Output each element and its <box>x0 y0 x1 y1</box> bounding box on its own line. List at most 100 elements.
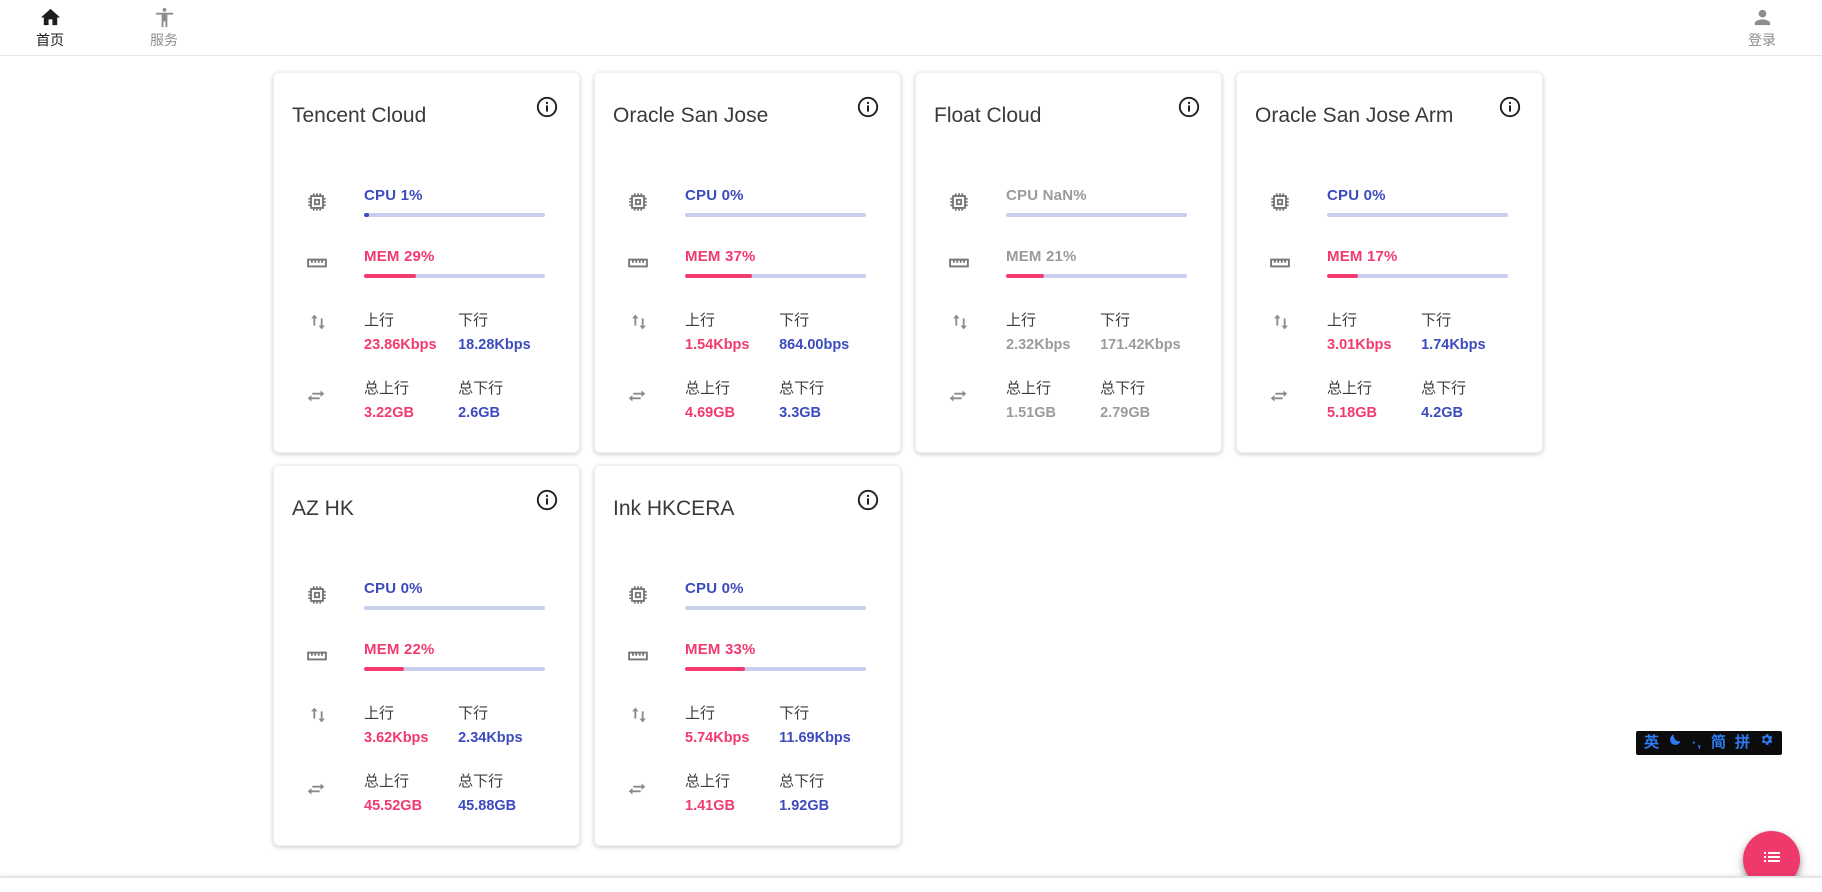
ime-simplified-indicator[interactable]: 简 <box>1710 734 1726 751</box>
gear-icon[interactable] <box>1759 731 1774 755</box>
mem-label: MEM 22% <box>364 641 435 658</box>
speed-row: 上行 5.74Kbps 下行 11.69Kbps <box>595 702 900 746</box>
info-icon[interactable] <box>1177 95 1201 119</box>
swap-arrows-icon <box>916 377 1006 421</box>
ruler-icon <box>274 248 364 281</box>
swap-arrows-icon <box>274 770 364 814</box>
nav-item-home[interactable]: 首页 <box>36 6 64 50</box>
speed-row: 上行 1.54Kbps 下行 864.00bps <box>595 309 900 353</box>
upload-value: 1.54Kbps <box>685 337 750 353</box>
info-icon[interactable] <box>1498 95 1522 119</box>
total-download-label: 总下行 <box>1100 380 1146 397</box>
cpu-label: CPU 0% <box>1327 187 1386 204</box>
info-icon[interactable] <box>856 95 880 119</box>
info-icon[interactable] <box>535 95 559 119</box>
total-download-value: 2.79GB <box>1100 405 1151 421</box>
server-name: Oracle San Jose <box>613 104 769 127</box>
cpu-label: CPU NaN% <box>1006 187 1087 204</box>
mem-progressbar <box>1327 274 1508 278</box>
mem-row: MEM 21% <box>916 248 1221 281</box>
mem-row: MEM 22% <box>274 641 579 674</box>
speed-row: 上行 3.62Kbps 下行 2.34Kbps <box>274 702 579 746</box>
nav-item-login-label: 登录 <box>1748 31 1776 48</box>
total-row: 总上行 1.51GB 总下行 2.79GB <box>916 377 1221 421</box>
ime-punctuation-indicator[interactable]: ·, <box>1692 735 1702 750</box>
ruler-icon <box>595 641 685 674</box>
speed-row: 上行 3.01Kbps 下行 1.74Kbps <box>1237 309 1542 353</box>
cpu-chip-icon <box>595 187 685 220</box>
upload-label: 上行 <box>1006 312 1037 329</box>
mem-label: MEM 37% <box>685 248 756 265</box>
mem-label: MEM 33% <box>685 641 756 658</box>
updown-arrows-icon <box>595 309 685 353</box>
ime-status-bar[interactable]: 英 ·, 简 拼 <box>1636 731 1782 755</box>
ruler-icon <box>1237 248 1327 281</box>
ruler-icon <box>595 248 685 281</box>
mem-row: MEM 29% <box>274 248 579 281</box>
total-upload-value: 45.52GB <box>364 798 423 814</box>
cpu-chip-icon <box>916 187 1006 220</box>
swap-arrows-icon <box>595 770 685 814</box>
total-upload-label: 总上行 <box>364 773 410 790</box>
moon-icon[interactable] <box>1668 731 1683 755</box>
server-name: Oracle San Jose Arm <box>1255 104 1454 127</box>
server-name: AZ HK <box>292 497 354 520</box>
total-upload-value: 1.41GB <box>685 798 735 814</box>
cpu-label: CPU 0% <box>685 187 744 204</box>
ime-pinyin-indicator[interactable]: 拼 <box>1734 734 1750 751</box>
mem-label: MEM 29% <box>364 248 435 265</box>
cpu-chip-icon <box>274 187 364 220</box>
swap-arrows-icon <box>274 377 364 421</box>
ruler-icon <box>274 641 364 674</box>
ruler-icon <box>916 248 1006 281</box>
total-download-value: 45.88GB <box>458 798 517 814</box>
speed-row: 上行 23.86Kbps 下行 18.28Kbps <box>274 309 579 353</box>
cpu-progressbar <box>1327 213 1508 217</box>
cpu-progressbar <box>364 606 545 610</box>
mem-progressbar <box>364 274 545 278</box>
server-card: Float Cloud CPU NaN% MEM 21% <box>915 72 1222 453</box>
nav-item-services-label: 服务 <box>150 31 178 48</box>
upload-value: 3.01Kbps <box>1327 337 1392 353</box>
info-icon[interactable] <box>856 488 880 512</box>
download-label: 下行 <box>779 705 810 722</box>
cpu-label: CPU 0% <box>685 580 744 597</box>
total-download-value: 2.6GB <box>458 405 501 421</box>
footer-divider <box>0 876 1822 892</box>
upload-value: 23.86Kbps <box>364 337 437 353</box>
nav-item-services[interactable]: 服务 <box>150 6 178 50</box>
total-download-label: 总下行 <box>1421 380 1467 397</box>
total-download-label: 总下行 <box>779 380 825 397</box>
accessibility-icon <box>153 6 176 29</box>
total-upload-value: 5.18GB <box>1327 405 1377 421</box>
cpu-row: CPU 0% <box>274 580 579 613</box>
server-card: Tencent Cloud CPU 1% MEM 29% <box>273 72 580 453</box>
cpu-progressbar <box>1006 213 1187 217</box>
info-icon[interactable] <box>535 488 559 512</box>
upload-value: 2.32Kbps <box>1006 337 1071 353</box>
server-name: Ink HKCERA <box>613 497 735 520</box>
mem-row: MEM 33% <box>595 641 900 674</box>
upload-value: 5.74Kbps <box>685 730 750 746</box>
ime-language-indicator[interactable]: 英 <box>1644 734 1660 751</box>
mem-progressbar <box>685 274 866 278</box>
total-download-value: 3.3GB <box>779 405 822 421</box>
mem-row: MEM 37% <box>595 248 900 281</box>
cpu-row: CPU 0% <box>595 580 900 613</box>
cpu-label: CPU 1% <box>364 187 423 204</box>
server-card: Oracle San Jose CPU 0% MEM 37% <box>594 72 901 453</box>
total-row: 总上行 4.69GB 总下行 3.3GB <box>595 377 900 421</box>
mem-row: MEM 17% <box>1237 248 1542 281</box>
server-card: AZ HK CPU 0% MEM 22% <box>273 465 580 846</box>
download-value: 2.34Kbps <box>458 730 523 746</box>
updown-arrows-icon <box>274 702 364 746</box>
cpu-row: CPU 0% <box>595 187 900 220</box>
cpu-row: CPU 0% <box>1237 187 1542 220</box>
download-label: 下行 <box>458 312 489 329</box>
total-download-label: 总下行 <box>779 773 825 790</box>
top-nav: 首页 服务 登录 <box>0 0 1822 56</box>
mem-progressbar <box>685 667 866 671</box>
nav-item-login[interactable]: 登录 <box>1748 6 1776 50</box>
total-upload-label: 总上行 <box>685 380 731 397</box>
total-download-label: 总下行 <box>458 380 504 397</box>
